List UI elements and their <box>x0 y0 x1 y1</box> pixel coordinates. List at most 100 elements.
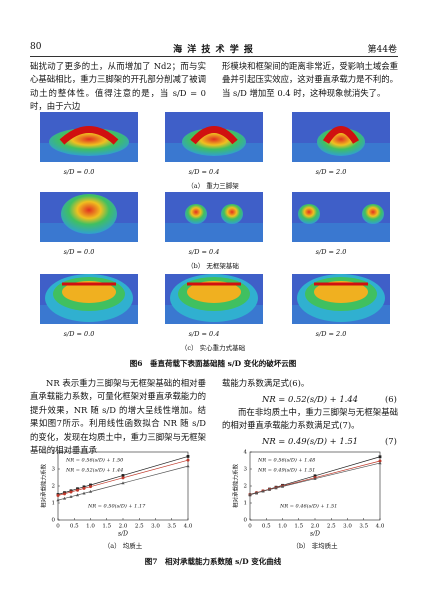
x-axis-label: s/D <box>118 531 128 538</box>
data-point <box>62 496 67 500</box>
structure <box>190 126 238 145</box>
data-point <box>76 488 79 492</box>
panel-label: s/D = 0.0 <box>64 168 95 176</box>
data-point <box>274 486 278 490</box>
data-point <box>56 494 60 498</box>
y-tick-label: 2 <box>52 484 56 490</box>
panel-label: s/D = 2.0 <box>316 248 347 256</box>
page-number: 80 <box>30 42 42 52</box>
structure <box>322 126 360 144</box>
data-point <box>378 461 382 465</box>
panel-label: s/D = 0.4 <box>189 168 220 176</box>
equation: NR = 0.49(s/D) + 1.51 <box>262 436 358 446</box>
journal-name: 海 洋 技 术 学 报 <box>173 45 254 55</box>
y-tick-label: 4 <box>244 450 248 456</box>
data-point <box>378 455 382 459</box>
x-tick-label: 4.0 <box>184 524 193 530</box>
subcaption: （a） 重力三脚架 <box>187 181 239 190</box>
data-point <box>378 459 382 463</box>
x-tick-label: 0.5 <box>70 524 79 530</box>
subcaption: （a） 均质土 <box>104 541 143 550</box>
data-point <box>280 484 285 488</box>
figure-caption: 图7 相对承载能力系数随 s/D 变化曲线 <box>145 556 282 566</box>
contour-blob <box>187 281 241 303</box>
x-axis-label: s/D <box>310 531 320 538</box>
panel-label: s/D = 0.0 <box>64 330 95 338</box>
panel-label: s/D = 2.0 <box>316 330 347 338</box>
series-line <box>249 462 381 495</box>
x-tick-label: 0 <box>56 524 60 530</box>
fit-equation: NR = 0.56(s/D) + 1.50 <box>65 457 124 464</box>
structure <box>59 126 119 145</box>
paragraph: 础扰动了更多的土，从而增加了 Nd2；而与实心基础相比，重力三脚架的开孔部分削减… <box>30 61 206 112</box>
data-point <box>121 476 125 480</box>
data-point <box>186 464 190 468</box>
header-rule <box>30 56 398 57</box>
y-tick-label: 1 <box>52 501 56 507</box>
y-tick-label: 4 <box>52 450 56 456</box>
x-tick-label: 0 <box>248 524 252 530</box>
x-tick-label: 3.0 <box>343 524 352 530</box>
data-point <box>82 485 86 489</box>
x-tick-label: 3.0 <box>151 524 160 530</box>
data-point <box>248 492 252 496</box>
contour-band <box>292 223 390 242</box>
x-tick-label: 1.0 <box>86 524 95 530</box>
subcaption: （b） 无框架基础 <box>187 261 239 270</box>
data-point <box>69 490 73 494</box>
data-point <box>267 487 272 491</box>
x-tick-label: 3.5 <box>359 524 368 530</box>
x-tick-label: 3.5 <box>167 524 176 530</box>
x-tick-label: 2.5 <box>327 524 336 530</box>
data-point <box>186 455 190 458</box>
x-tick-label: 2.5 <box>135 524 144 530</box>
data-point <box>63 492 66 496</box>
data-point <box>261 489 265 493</box>
y-tick-label: 1 <box>244 501 248 507</box>
fit-equation: NR = 0.56(s/D) + 1.48 <box>257 457 315 464</box>
panel-label: s/D = 2.0 <box>316 168 347 176</box>
data-point <box>186 458 190 462</box>
series-line <box>57 465 189 501</box>
figure-caption: 图6 垂直荷载下表面基础随 s/D 变化的破坏云图 <box>130 358 297 368</box>
data-point <box>69 495 73 498</box>
y-tick-label: 0 <box>52 518 56 524</box>
contour-blob <box>221 204 243 224</box>
data-point <box>313 476 317 480</box>
paragraph: 形模块和框架间的距离非常近，受影响土域会重叠并引起压实效应，这对垂直承载力是不利… <box>222 61 398 98</box>
x-tick-label: 1.5 <box>102 524 111 530</box>
data-point <box>82 486 86 490</box>
contour-blob <box>62 281 116 303</box>
y-axis-label: 相对承载能力系数 <box>40 464 48 509</box>
x-tick-label: 1.0 <box>278 524 287 530</box>
contour-band <box>165 223 263 242</box>
contour-blob <box>298 204 320 224</box>
contour-blob <box>362 204 384 224</box>
paragraph: 而在非均质土中，重力三脚架与无框架基础的相对垂直承载能力系数满足式(7)。 <box>222 407 398 431</box>
y-tick-label: 3 <box>52 467 56 473</box>
x-tick-label: 2.0 <box>119 524 128 530</box>
y-axis-label: 相对承载能力系数 <box>232 464 240 509</box>
data-point <box>313 474 317 478</box>
x-tick-label: 0.5 <box>262 524 271 530</box>
data-point <box>89 483 92 487</box>
x-tick-label: 1.5 <box>294 524 303 530</box>
volume: 第44卷 <box>367 45 397 55</box>
data-point <box>75 493 80 497</box>
data-point <box>82 491 86 495</box>
fit-equation: NR = 0.50(s/D) + 1.17 <box>87 503 146 510</box>
y-tick-label: 2 <box>244 484 248 490</box>
data-point <box>121 474 125 477</box>
fit-equation: NR = 0.46(s/D) + 1.51 <box>279 503 337 510</box>
data-point <box>88 489 93 493</box>
contour-blob <box>185 204 207 224</box>
subcaption: （c） 实心重力式基础 <box>181 343 246 352</box>
paragraph: NR 表示重力三脚架与无框架基础的相对垂直承载能力系数，可量化框架对垂直承载能力… <box>30 378 206 456</box>
contour-blob <box>61 194 117 234</box>
panel-label: s/D = 0.0 <box>64 248 95 256</box>
data-point <box>121 481 125 485</box>
data-point <box>76 487 79 491</box>
data-point <box>56 498 60 502</box>
